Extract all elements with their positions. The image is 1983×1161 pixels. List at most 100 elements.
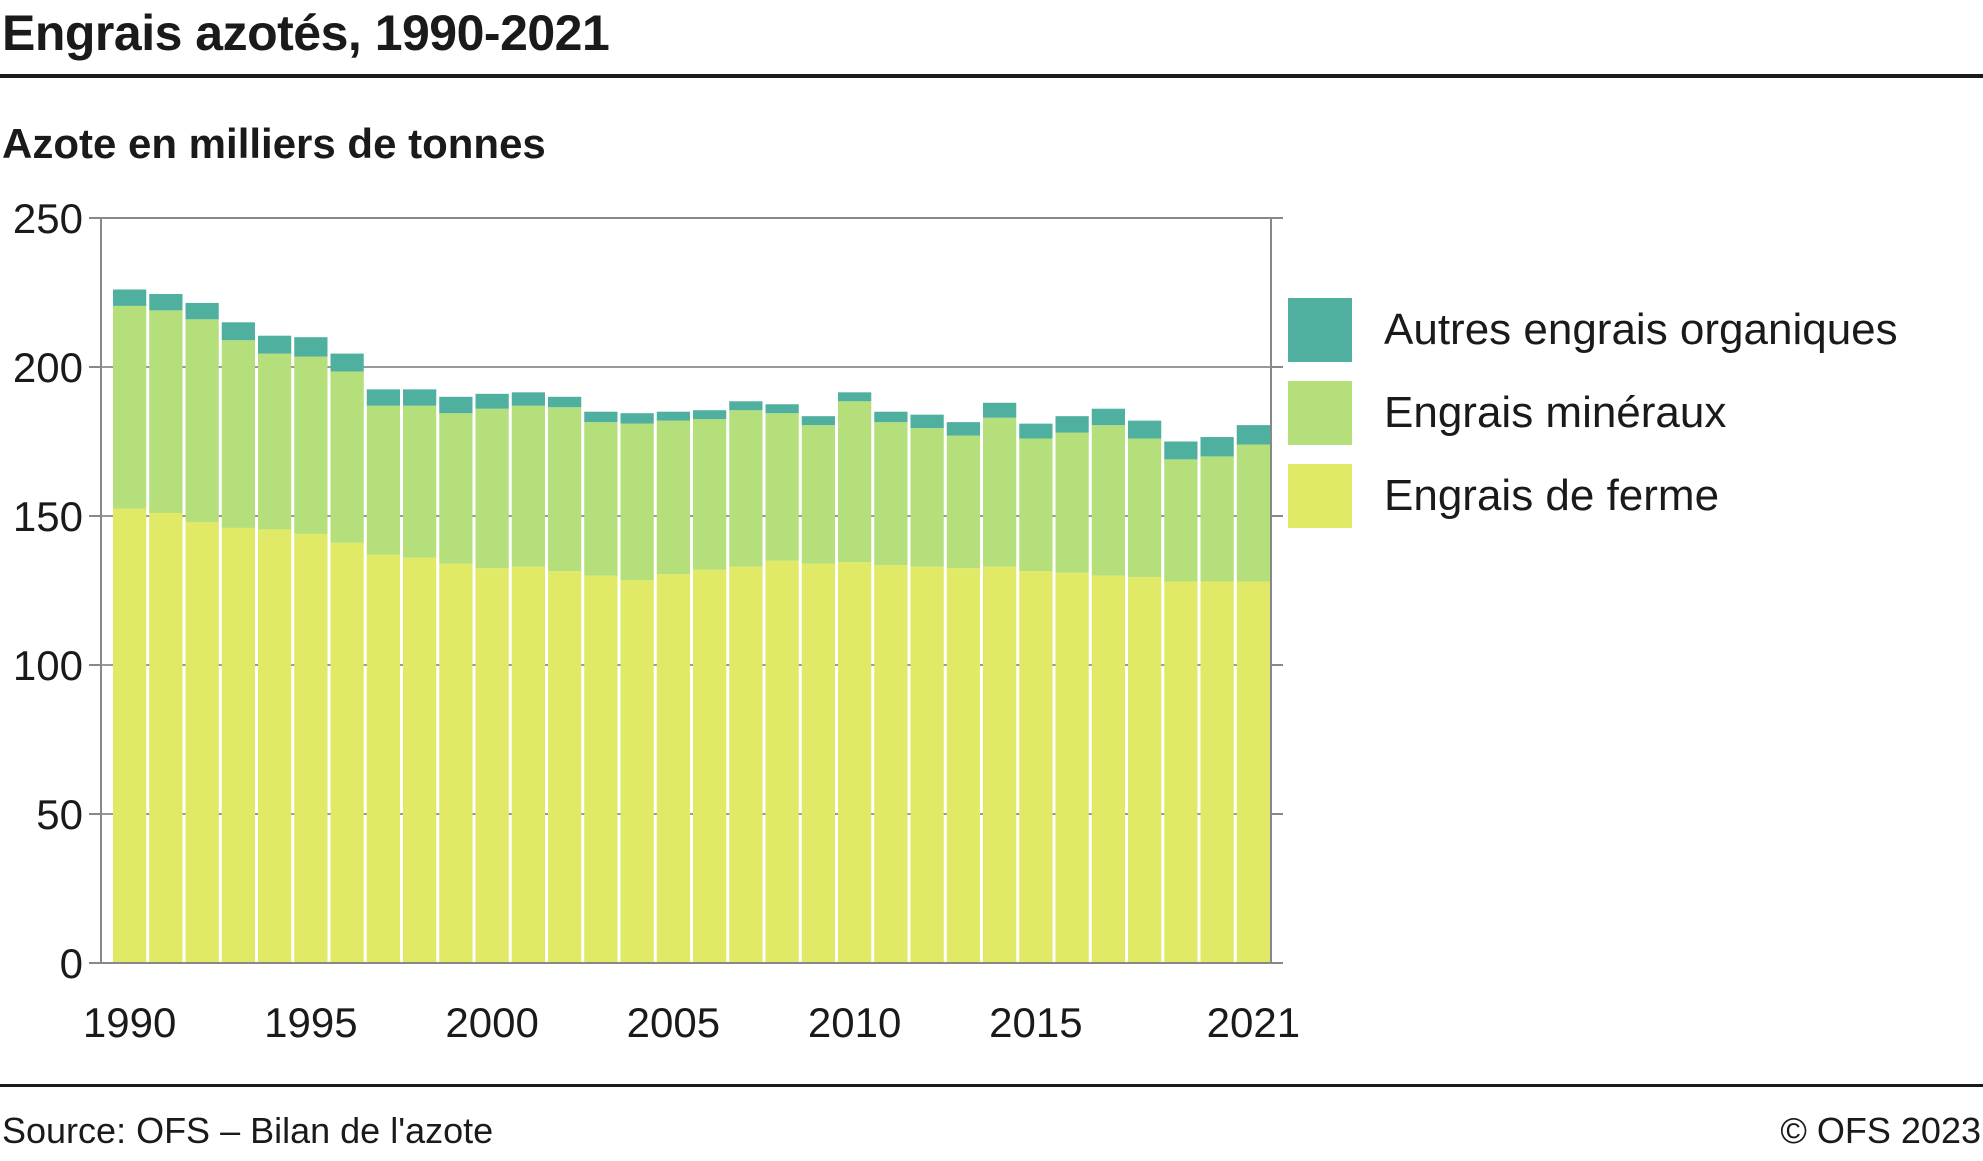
legend: Autres engrais organiques Engrais minéra… bbox=[1288, 298, 1898, 547]
bar-ferme-1994 bbox=[258, 529, 292, 963]
y-tick-label: 250 bbox=[13, 195, 83, 242]
bar-ferme-2010 bbox=[838, 562, 872, 963]
x-tick-label: 2010 bbox=[808, 999, 901, 1046]
bottom-divider bbox=[0, 1084, 1983, 1087]
bar-mineraux-1990 bbox=[113, 305, 147, 509]
legend-swatch-organiques bbox=[1288, 298, 1352, 362]
bar-mineraux-2021 bbox=[1236, 444, 1270, 582]
bar-organiques-1997 bbox=[366, 389, 400, 406]
x-tick-label: 1990 bbox=[83, 999, 176, 1046]
y-tick-label: 150 bbox=[13, 493, 83, 540]
bar-organiques-1994 bbox=[258, 335, 292, 354]
bar-ferme-2013 bbox=[946, 568, 980, 963]
bar-organiques-2001 bbox=[511, 392, 545, 406]
bar-ferme-2014 bbox=[983, 566, 1017, 963]
bar-mineraux-2011 bbox=[874, 422, 908, 566]
y-tick-label: 200 bbox=[13, 344, 83, 391]
bar-ferme-1995 bbox=[294, 533, 328, 963]
y-tick-label: 0 bbox=[60, 940, 83, 987]
bar-organiques-2011 bbox=[874, 411, 908, 423]
bar-organiques-2018 bbox=[1128, 420, 1162, 439]
bar-organiques-2012 bbox=[910, 414, 944, 429]
bar-mineraux-2005 bbox=[656, 420, 690, 575]
bar-mineraux-2007 bbox=[729, 410, 763, 567]
bar-ferme-2008 bbox=[765, 560, 799, 963]
bar-mineraux-1994 bbox=[258, 353, 292, 530]
bar-ferme-2001 bbox=[511, 566, 545, 963]
y-axis-unit-label: Azote en milliers de tonnes bbox=[2, 120, 546, 167]
bar-organiques-2015 bbox=[1019, 423, 1053, 439]
bar-ferme-1998 bbox=[403, 557, 437, 963]
bar-mineraux-2010 bbox=[838, 401, 872, 563]
bar-organiques-1995 bbox=[294, 337, 328, 357]
bar-ferme-2019 bbox=[1164, 581, 1198, 963]
bar-mineraux-2019 bbox=[1164, 459, 1198, 582]
copyright-note: © OFS 2023 bbox=[1780, 1110, 1981, 1151]
plot-frame bbox=[100, 217, 1272, 964]
bar-organiques-2008 bbox=[765, 404, 799, 414]
legend-label: Engrais de ferme bbox=[1384, 471, 1720, 520]
bar-organiques-1992 bbox=[185, 302, 219, 320]
x-tick-label: 2021 bbox=[1207, 999, 1300, 1046]
bar-mineraux-1996 bbox=[330, 371, 364, 543]
bar-ferme-1993 bbox=[221, 527, 255, 963]
bar-mineraux-2004 bbox=[620, 423, 654, 581]
bar-mineraux-1998 bbox=[403, 405, 437, 558]
bar-ferme-1991 bbox=[149, 513, 183, 963]
legend-label: Engrais minéraux bbox=[1384, 388, 1727, 437]
bar-mineraux-2014 bbox=[983, 417, 1017, 567]
bar-ferme-2011 bbox=[874, 565, 908, 963]
bar-mineraux-2012 bbox=[910, 428, 944, 567]
bar-mineraux-1993 bbox=[221, 340, 255, 528]
bar-mineraux-2001 bbox=[511, 405, 545, 567]
bar-organiques-2019 bbox=[1164, 441, 1198, 460]
y-tick-label: 100 bbox=[13, 642, 83, 689]
bar-ferme-1990 bbox=[113, 508, 147, 963]
legend-swatch-mineraux bbox=[1288, 381, 1352, 445]
bar-mineraux-2020 bbox=[1200, 456, 1234, 582]
bar-organiques-2013 bbox=[946, 422, 980, 436]
y-tick-label: 50 bbox=[36, 791, 83, 838]
bar-mineraux-2006 bbox=[693, 419, 727, 570]
bar-ferme-2003 bbox=[584, 575, 618, 963]
bar-organiques-2020 bbox=[1200, 437, 1234, 457]
bar-mineraux-2016 bbox=[1055, 432, 1089, 573]
bar-ferme-2000 bbox=[475, 568, 509, 963]
chart-title: Engrais azotés, 1990-2021 bbox=[2, 5, 610, 61]
legend-item-ferme: Engrais de ferme bbox=[1288, 464, 1898, 528]
bar-organiques-2004 bbox=[620, 413, 654, 424]
bar-organiques-2014 bbox=[983, 402, 1017, 418]
bar-mineraux-2009 bbox=[801, 425, 835, 564]
bar-organiques-2006 bbox=[693, 410, 727, 420]
bar-ferme-2004 bbox=[620, 580, 654, 963]
bar-ferme-2009 bbox=[801, 563, 835, 963]
bar-organiques-1990 bbox=[113, 289, 147, 306]
bar-mineraux-2015 bbox=[1019, 438, 1053, 572]
bar-ferme-1992 bbox=[185, 521, 219, 963]
bar-ferme-2020 bbox=[1200, 581, 1234, 963]
bar-mineraux-2017 bbox=[1091, 425, 1125, 576]
bar-organiques-2017 bbox=[1091, 408, 1125, 426]
bar-organiques-2021 bbox=[1236, 425, 1270, 445]
bar-ferme-2016 bbox=[1055, 572, 1089, 963]
bar-ferme-1996 bbox=[330, 542, 364, 963]
bar-mineraux-2008 bbox=[765, 413, 799, 561]
bar-organiques-2009 bbox=[801, 416, 835, 426]
bar-organiques-2003 bbox=[584, 411, 618, 423]
bar-organiques-1991 bbox=[149, 293, 183, 311]
bar-ferme-2002 bbox=[548, 571, 582, 963]
legend-item-organiques: Autres engrais organiques bbox=[1288, 298, 1898, 362]
bar-organiques-2007 bbox=[729, 401, 763, 411]
bar-mineraux-2002 bbox=[548, 407, 582, 572]
bar-ferme-2018 bbox=[1128, 577, 1162, 963]
top-divider bbox=[0, 74, 1983, 78]
bar-mineraux-2013 bbox=[946, 435, 980, 569]
source-note: Source: OFS – Bilan de l'azote bbox=[2, 1110, 494, 1151]
bar-organiques-2005 bbox=[656, 411, 690, 421]
x-tick-label: 2000 bbox=[445, 999, 538, 1046]
bar-ferme-2005 bbox=[656, 574, 690, 963]
bar-ferme-2017 bbox=[1091, 575, 1125, 963]
bar-organiques-2016 bbox=[1055, 416, 1089, 433]
bar-ferme-2007 bbox=[729, 566, 763, 963]
